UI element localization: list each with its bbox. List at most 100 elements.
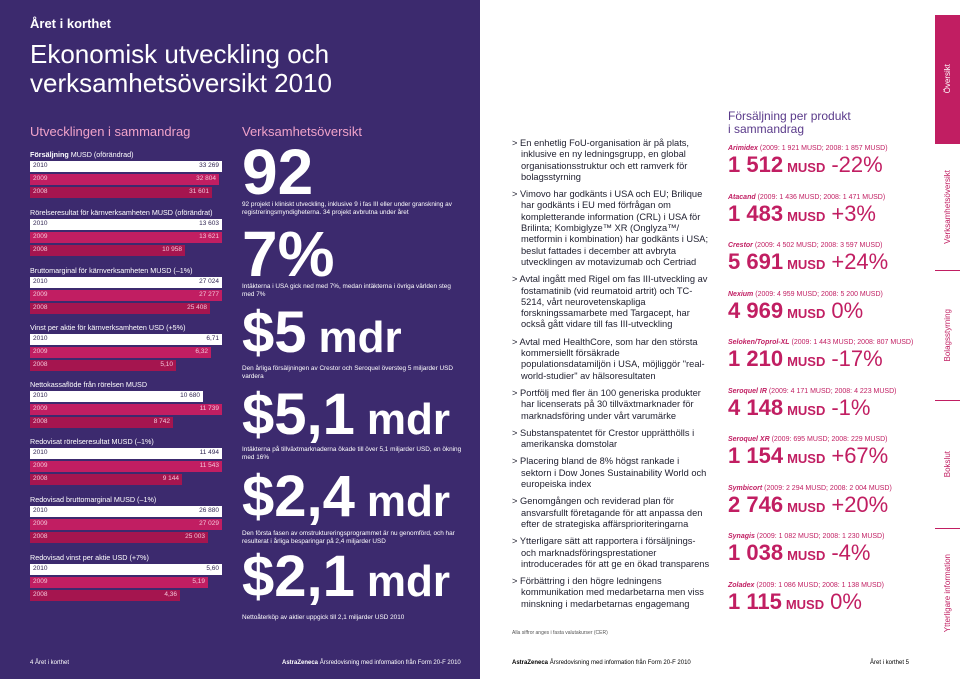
footer-left-page: 4 Året i korthet bbox=[30, 660, 70, 666]
bar-year-label: 2008 bbox=[33, 475, 48, 482]
bar-year-label: 2010 bbox=[33, 507, 48, 514]
product-sales: 4 969 MUSD 0% bbox=[728, 298, 933, 327]
product-value: 1 512 bbox=[728, 152, 784, 177]
tab-divider bbox=[935, 143, 960, 144]
bar-row: 2009 32 804 bbox=[30, 174, 222, 185]
product-label: Zoladex (2009: 1 086 MUSD; 2008: 1 138 M… bbox=[728, 582, 933, 589]
bar-year-label: 2010 bbox=[33, 392, 48, 399]
big-number-description: Den årliga försäljningen av Crestor och … bbox=[242, 365, 453, 380]
bar-value-label: 11 494 bbox=[199, 449, 219, 456]
metric-title-text: Redovisat rörelseresultat MUSD (–1%) bbox=[30, 437, 154, 446]
product-name: Atacand bbox=[728, 193, 756, 201]
product-item: Crestor (2009: 4 502 MUSD; 2008: 3 597 M… bbox=[728, 242, 933, 278]
product-sales: 1 210 MUSD -17% bbox=[728, 346, 933, 375]
bar-year-label: 2009 bbox=[33, 348, 48, 355]
metric-title-text: Bruttomarginal för kärnverksamheten MUSD… bbox=[30, 266, 193, 275]
bar-2009 bbox=[30, 347, 211, 358]
product-label: Nexium (2009: 4 959 MUSD; 2008: 5 200 MU… bbox=[728, 291, 933, 298]
right-page-background bbox=[480, 0, 960, 679]
bullet-item: > Genomgången och reviderad plan för ans… bbox=[512, 496, 703, 529]
bar-row: 2008 25 003 bbox=[30, 532, 222, 543]
bar-value-label: 5,60 bbox=[206, 565, 219, 572]
tab-bokslut[interactable]: Bokslut bbox=[935, 400, 960, 528]
bar-year-label: 2008 bbox=[33, 533, 48, 540]
bar-value-label: 13 621 bbox=[199, 233, 219, 240]
footnote: Alla siffror anges i fasta valutakurser … bbox=[512, 630, 608, 636]
big-number: 7% bbox=[242, 222, 335, 286]
big-number-value: $5,1 bbox=[242, 382, 355, 447]
bar-value-label: 26 880 bbox=[199, 507, 219, 514]
metric-block: Redovisad bruttomarginal MUSD (–1%) 2010 2… bbox=[30, 495, 222, 543]
product-sales: 1 483 MUSD +3% bbox=[728, 201, 933, 230]
bullet-item: > Portfölj med fler än 100 generiska pro… bbox=[512, 387, 701, 421]
metric-title: Försäljning MUSD (oförändrad) bbox=[30, 150, 222, 159]
bar-2008 bbox=[30, 187, 212, 198]
product-value: 2 746 bbox=[728, 491, 784, 517]
product-name: Nexium bbox=[728, 290, 754, 298]
metric-title-text: Nettokassaflöde från rörelsen MUSD bbox=[30, 380, 148, 389]
bar-value-label: 27 024 bbox=[199, 278, 219, 285]
metric-title-bold: Försäljning bbox=[30, 150, 69, 159]
tab-verksamhetsöversikt[interactable]: Verksamhetsöversikt bbox=[935, 143, 960, 270]
tab-label: Bokslut bbox=[943, 450, 952, 478]
bar-year-label: 2008 bbox=[33, 361, 48, 368]
big-number-value: 7% bbox=[242, 218, 335, 290]
bar-value-label: 5,10 bbox=[160, 361, 173, 368]
bullet-item: > En enhetlig FoU-organisation är på pla… bbox=[512, 138, 690, 182]
bar-year-label: 2010 bbox=[33, 162, 48, 169]
product-name: Arimidex bbox=[728, 145, 758, 152]
product-value: 5 691 bbox=[728, 249, 784, 274]
big-number-value: $5 bbox=[242, 300, 307, 365]
bar-year-label: 2009 bbox=[33, 405, 48, 412]
product-unit: MUSD bbox=[787, 160, 826, 175]
bullet-item: > Avtal ingått med Rigel om fas III-utve… bbox=[512, 274, 708, 330]
product-label: Seloken/Toprol-XL (2009: 1 443 MUSD; 200… bbox=[728, 339, 933, 346]
bar-row: 2008 8 742 bbox=[30, 417, 222, 428]
product-name: Seroquel IR bbox=[728, 387, 767, 395]
bar-row: 2008 4,36 bbox=[30, 590, 222, 601]
big-number-unit: mdr bbox=[366, 477, 451, 526]
bar-row: 2010 33 269 bbox=[30, 161, 222, 172]
tab-ytterligare-information[interactable]: Ytterligare information bbox=[935, 528, 960, 658]
bar-year-label: 2008 bbox=[33, 246, 48, 253]
product-history: (2009: 4 959 MUSD; 2008: 5 200 MUSD) bbox=[753, 290, 883, 298]
bar-year-label: 2008 bbox=[33, 188, 48, 195]
product-item: Seroquel IR (2009: 4 171 MUSD; 2008: 4 2… bbox=[728, 388, 933, 424]
big-number: 92 bbox=[242, 140, 313, 204]
tab-divider bbox=[935, 528, 960, 529]
product-item: Seloken/Toprol-XL (2009: 1 443 MUSD; 200… bbox=[728, 339, 933, 375]
product-unit: MUSD bbox=[787, 548, 826, 563]
tab-översikt[interactable]: Översikt bbox=[935, 15, 960, 143]
metric-title-text: Rörelseresultat för kärnverksamheten MUS… bbox=[30, 208, 213, 217]
bar-2010 bbox=[30, 161, 222, 172]
product-value: 1 154 bbox=[728, 443, 784, 468]
tab-label: Verksamhetsöversikt bbox=[943, 169, 952, 244]
bar-value-label: 11 739 bbox=[199, 405, 219, 412]
big-number-value: $2,1 bbox=[242, 544, 355, 609]
product-label: Atacand (2009: 1 436 MUSD; 2008: 1 471 M… bbox=[728, 194, 933, 201]
bar-row: 2009 27 277 bbox=[30, 290, 222, 301]
metric-title: Redovisad bruttomarginal MUSD (–1%) bbox=[30, 495, 222, 504]
bar-2010 bbox=[30, 219, 222, 230]
highlights-list: > En enhetlig FoU-organisation är på pla… bbox=[512, 138, 712, 616]
big-number: $5 mdr bbox=[242, 304, 402, 367]
bar-2010 bbox=[30, 448, 222, 459]
bar-2009 bbox=[30, 519, 222, 530]
bar-year-label: 2009 bbox=[33, 520, 48, 527]
tab-bolagsstyrning[interactable]: Bolagsstyrning bbox=[935, 270, 960, 400]
bar-row: 2008 31 601 bbox=[30, 187, 222, 198]
metric-block: Rörelseresultat för kärnverksamheten MUS… bbox=[30, 208, 222, 256]
footer-right-doc: AstraZeneca Årsredovisning med informati… bbox=[512, 660, 691, 666]
big-number-value: 92 bbox=[242, 136, 314, 208]
tab-label: Ytterligare information bbox=[943, 553, 952, 633]
bar-value-label: 31 601 bbox=[189, 188, 209, 195]
product-change: +3% bbox=[831, 200, 876, 226]
bar-2009 bbox=[30, 404, 222, 415]
bar-value-label: 27 029 bbox=[199, 520, 219, 527]
bar-row: 2010 5,60 bbox=[30, 564, 222, 575]
bar-year-label: 2009 bbox=[33, 578, 48, 585]
product-item: Synagis (2009: 1 082 MUSD; 2008: 1 230 M… bbox=[728, 533, 933, 569]
bullet-item: > Avtal med HealthCore, som har den stör… bbox=[512, 336, 705, 381]
metric-title: Nettokassaflöde från rörelsen MUSD bbox=[30, 380, 222, 389]
metric-block: Redovisad vinst per aktie USD (+7%) 2010 5… bbox=[30, 553, 222, 601]
